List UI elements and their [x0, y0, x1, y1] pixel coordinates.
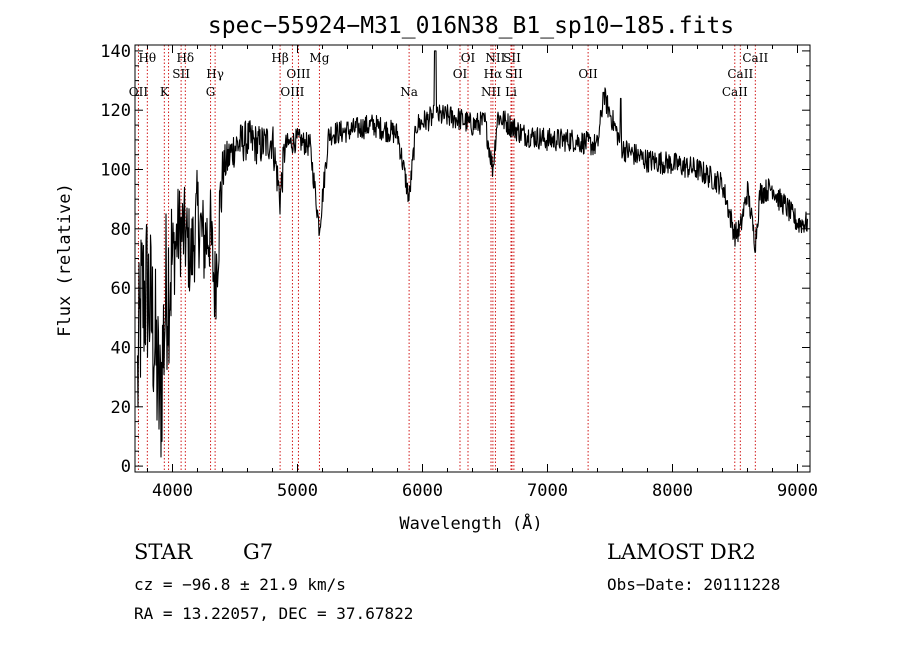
y-tick-label: 60 [111, 279, 131, 299]
line-annotation-label: Hγ [206, 67, 224, 81]
line-annotation-label: OI [461, 51, 476, 65]
line-annotation-label: Hθ [138, 51, 156, 65]
line-annotation-label: CaII [722, 85, 748, 99]
line-annotation-label: CaII [727, 67, 753, 81]
line-annotation-label: Mg [309, 51, 329, 65]
sky-coordinates: RA = 13.22057, DEC = 37.67822 [134, 604, 414, 623]
y-tick-label: 140 [100, 42, 131, 62]
line-annotation-label: SII [172, 67, 190, 81]
line-annotation-label: Li [505, 85, 517, 99]
line-annotation-label: SII [505, 67, 523, 81]
line-annotation-label: OII [578, 67, 598, 81]
x-tick-label: 7000 [527, 481, 568, 501]
line-annotation-label: Na [400, 85, 418, 99]
x-axis-label: Wavelength (Å) [399, 512, 542, 534]
y-tick-label: 20 [111, 398, 131, 418]
chart-title: spec−55924−M31_016N38_B1_sp10−185.fits [208, 13, 734, 39]
line-annotation-label: OII [129, 85, 149, 99]
object-class: STAR [134, 540, 193, 564]
x-tick-label: 5000 [277, 481, 318, 501]
redshift-velocity: cz = −96.8 ± 21.9 km/s [134, 575, 346, 594]
y-tick-label: 0 [121, 457, 131, 477]
survey-name: LAMOST DR2 [607, 540, 756, 564]
x-tick-label: 4000 [152, 481, 193, 501]
line-annotation-label: OI [453, 67, 468, 81]
x-tick-label: 8000 [652, 481, 693, 501]
x-tick-label: 6000 [402, 481, 443, 501]
y-axis-label: Flux (relative) [55, 183, 75, 337]
y-tick-label: 100 [100, 161, 131, 181]
x-tick-label: 9000 [777, 481, 818, 501]
line-annotation-label: SII [503, 51, 521, 65]
line-annotation-label: K [160, 85, 170, 99]
y-tick-label: 80 [111, 220, 131, 240]
line-annotation-label: G [206, 85, 216, 99]
line-annotation-label: Hβ [271, 51, 288, 65]
line-annotation-label: NII [481, 85, 501, 99]
axis-ticks: 4000 5000 6000 7000 8000 9000 0 20 40 60 80 100 120 1… [100, 42, 818, 501]
line-annotation-label: OIII [286, 67, 310, 81]
line-annotation-label: NII [485, 51, 505, 65]
line-annotation-label: OIII [280, 85, 304, 99]
plot-frame [134, 44, 811, 473]
spectrum-line [136, 50, 809, 458]
line-annotation-label: CaII [742, 51, 768, 65]
object-subclass: G7 [243, 540, 274, 564]
y-tick-label: 120 [100, 101, 131, 121]
observation-date: Obs−Date: 20111228 [607, 575, 781, 594]
line-annotation-label: Hα [484, 67, 503, 81]
y-tick-label: 40 [111, 339, 131, 359]
line-annotation-label: Hδ [176, 51, 194, 65]
